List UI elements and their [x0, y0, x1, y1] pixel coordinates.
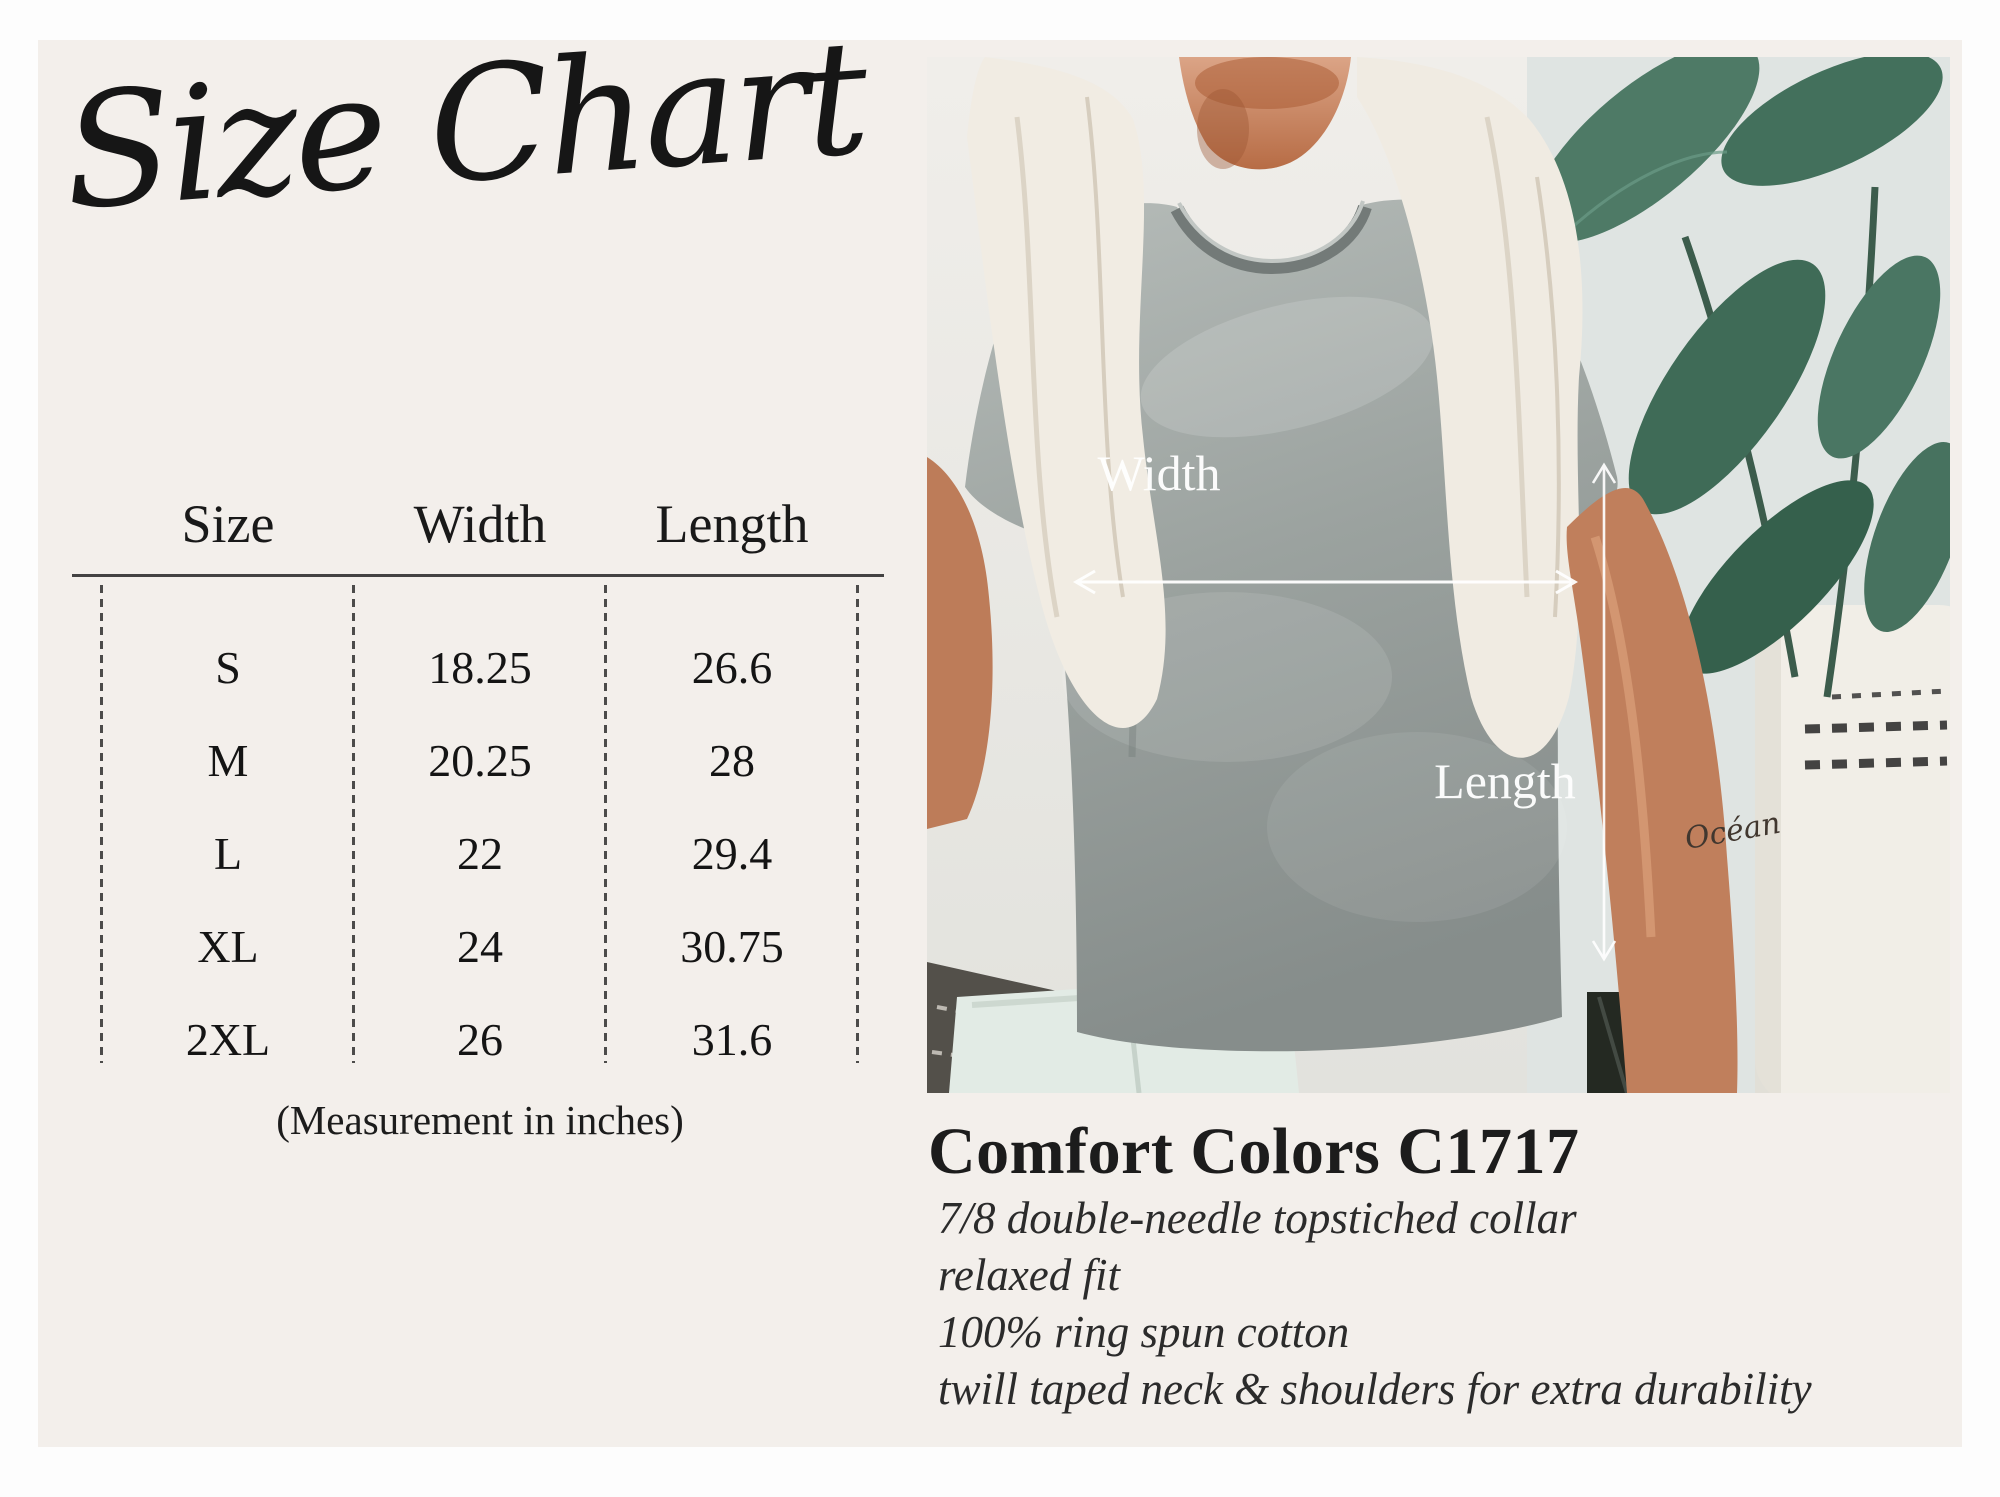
table-cell: L [213, 828, 243, 879]
table-divider-1 [352, 585, 355, 1063]
shirt-collar [1170, 204, 1372, 275]
width-annotation: Width [1073, 445, 1578, 595]
planter-pot [1755, 605, 1950, 1093]
photo-illustration: Océan Width Length [927, 57, 1950, 1093]
table-cell: 18.25 [428, 642, 532, 693]
feature-item: 7/8 double-needle topstiched collar [938, 1193, 1577, 1243]
table-header-rule [72, 574, 884, 577]
feature-item: twill taped neck & shoulders for extra d… [938, 1364, 1812, 1414]
table-cell: M [207, 735, 249, 786]
width-arrow-icon [1073, 569, 1578, 595]
table-border-left [100, 585, 103, 1063]
table-cell: 20.25 [428, 735, 532, 786]
left-arm [927, 457, 993, 829]
table-cell: 31.6 [691, 1014, 773, 1065]
width-label: Width [1098, 445, 1221, 501]
plant [1530, 57, 1950, 698]
table-cell: XL [197, 921, 259, 972]
table-cell: 24 [457, 921, 503, 972]
table-divider-2 [604, 585, 607, 1063]
feature-item: relaxed fit [938, 1250, 1121, 1300]
length-label: Length [1434, 753, 1576, 809]
table-cell: 28 [709, 735, 755, 786]
length-annotation: Length [1434, 462, 1617, 962]
length-arrow-icon [1591, 462, 1617, 962]
table-cell: 29.4 [691, 828, 773, 879]
table-cell: 22 [457, 828, 503, 879]
size-table-body: S 18.25 26.6 M 20.25 28 L 22 29.4 XL 24 … [102, 621, 858, 1086]
measurement-note: (Measurement in inches) [276, 1097, 684, 1143]
product-name: Comfort Colors C1717 [928, 1115, 1580, 1188]
column-header-size: Size [181, 494, 275, 554]
window-streak [1597, 996, 1629, 1093]
neck [1179, 57, 1351, 170]
table-cell: 26 [457, 1014, 503, 1065]
product-photo: Océan Width Length [927, 57, 1950, 1093]
table-cell: 2XL [185, 1014, 271, 1065]
size-table-header: Size Width Length [102, 492, 858, 556]
table-cell: 30.75 [680, 921, 784, 972]
table-border-right [856, 585, 859, 1063]
column-header-length: Length [655, 494, 809, 554]
table-cell: S [215, 642, 241, 693]
product-features: 7/8 double-needle topstiched collar rela… [938, 1190, 1938, 1418]
table-cell: 26.6 [691, 642, 773, 693]
feature-item: 100% ring spun cotton [938, 1307, 1350, 1357]
column-header-width: Width [413, 494, 547, 554]
